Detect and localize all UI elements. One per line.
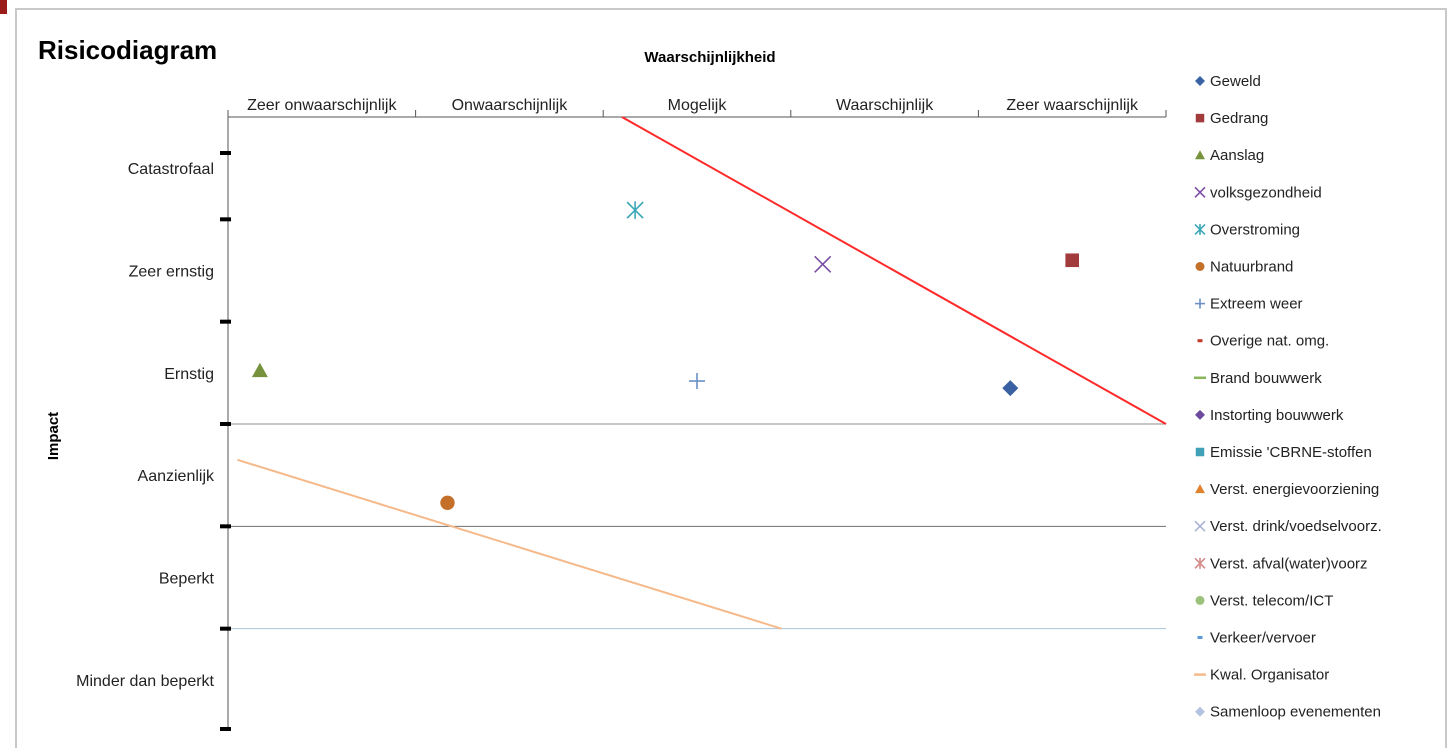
legend-entry: Natuurbrand [1210, 259, 1293, 276]
legend-marker [1195, 409, 1205, 420]
data-point [626, 201, 644, 219]
x-tick-label: Zeer waarschijnlijk [1006, 97, 1139, 114]
legend-entry: Verst. energievoorziening [1210, 481, 1379, 498]
x-tick-label: Mogelijk [668, 97, 728, 114]
chart-frame [15, 8, 1447, 748]
chart-title: Risicodiagram [38, 35, 217, 65]
y-tick-label: Aanzienlijk [138, 468, 215, 485]
legend-marker [1195, 76, 1205, 86]
legend-entry: Verst. afval(water)voorz [1210, 555, 1368, 572]
legend-entry: Kwal. Organisator [1210, 667, 1329, 684]
legend-marker [1195, 113, 1205, 123]
legend-marker [1194, 520, 1206, 532]
x-axis-title: Waarschijnlijkheid [644, 49, 775, 66]
data-point [814, 255, 832, 273]
legend-marker [1194, 186, 1206, 198]
y-tick-label: Catastrofaal [128, 161, 214, 178]
data-point [1002, 380, 1019, 397]
legend-entry: Geweld [1210, 73, 1261, 90]
legend-entry: Brand bouwwerk [1210, 370, 1322, 387]
legend-entry: Instorting bouwwerk [1210, 407, 1344, 424]
x-tick-label: Zeer onwaarschijnlijk [247, 97, 397, 114]
legend-marker [1195, 447, 1205, 457]
legend-entry: Overige nat. omg. [1210, 333, 1329, 350]
legend-entry: Gedrang [1210, 110, 1268, 127]
data-point [251, 362, 268, 378]
legend-marker [1195, 150, 1205, 160]
data-point [689, 373, 705, 390]
legend-entry: Extreem weer [1210, 296, 1303, 313]
threshold-line-1 [237, 458, 782, 630]
legend-entry: volksgezondheid [1210, 184, 1322, 201]
threshold-line-0 [621, 116, 1167, 425]
data-point [1065, 253, 1079, 268]
legend-marker [1195, 262, 1205, 271]
x-tick-label: Onwaarschijnlijk [452, 97, 569, 114]
y-tick-label: Minder dan beperkt [76, 673, 214, 690]
data-point [440, 495, 455, 510]
x-tick-label: Waarschijnlijk [836, 97, 934, 114]
legend-entry: Verst. telecom/ICT [1210, 592, 1333, 609]
y-tick-label: Beperkt [159, 571, 215, 588]
legend-entry: Emissie 'CBRNE-stoffen [1210, 444, 1372, 461]
legend-marker [1195, 706, 1205, 717]
y-tick-label: Zeer ernstig [129, 264, 214, 281]
y-axis-title: Impact [45, 412, 62, 460]
legend-marker [1195, 484, 1205, 494]
legend-entry: Aanslag [1210, 147, 1264, 164]
legend-marker [1195, 298, 1205, 309]
accent-bar [0, 0, 7, 14]
legend-entry: Samenloop evenementen [1210, 704, 1381, 721]
legend-marker [1195, 595, 1205, 605]
legend-entry: Overstroming [1210, 221, 1300, 238]
legend-marker [1194, 223, 1206, 235]
legend-marker [1194, 557, 1206, 569]
y-tick-label: Ernstig [164, 366, 214, 383]
legend-entry: Verkeer/vervoer [1210, 630, 1316, 647]
legend-entry: Verst. drink/voedselvoorz. [1210, 518, 1382, 535]
